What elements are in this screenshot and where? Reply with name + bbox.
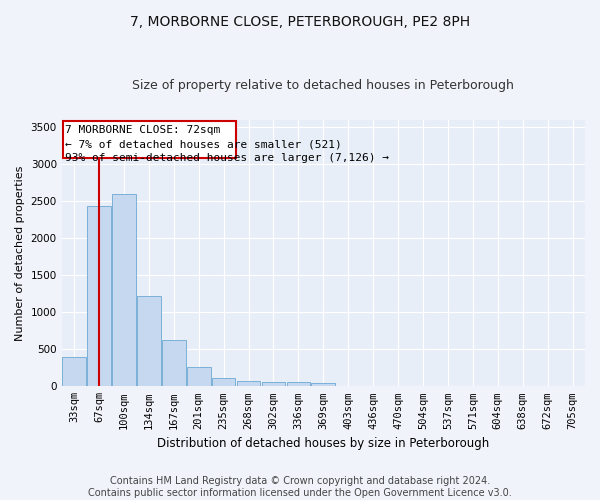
Bar — [237, 381, 260, 386]
Text: Contains HM Land Registry data © Crown copyright and database right 2024.
Contai: Contains HM Land Registry data © Crown c… — [88, 476, 512, 498]
Y-axis label: Number of detached properties: Number of detached properties — [15, 165, 25, 340]
X-axis label: Distribution of detached houses by size in Peterborough: Distribution of detached houses by size … — [157, 437, 490, 450]
Text: 7, MORBORNE CLOSE, PETERBOROUGH, PE2 8PH: 7, MORBORNE CLOSE, PETERBOROUGH, PE2 8PH — [130, 15, 470, 29]
Bar — [262, 382, 286, 386]
Bar — [112, 194, 136, 386]
Bar — [311, 382, 335, 386]
Bar — [212, 378, 235, 386]
Bar — [187, 367, 211, 386]
Bar — [137, 296, 161, 386]
Bar — [162, 340, 185, 386]
Text: 7 MORBORNE CLOSE: 72sqm
← 7% of detached houses are smaller (521)
93% of semi-de: 7 MORBORNE CLOSE: 72sqm ← 7% of detached… — [65, 126, 389, 164]
FancyBboxPatch shape — [63, 121, 236, 158]
Bar — [62, 358, 86, 386]
Bar — [87, 206, 111, 386]
Title: Size of property relative to detached houses in Peterborough: Size of property relative to detached ho… — [133, 79, 514, 92]
Bar — [287, 382, 310, 386]
